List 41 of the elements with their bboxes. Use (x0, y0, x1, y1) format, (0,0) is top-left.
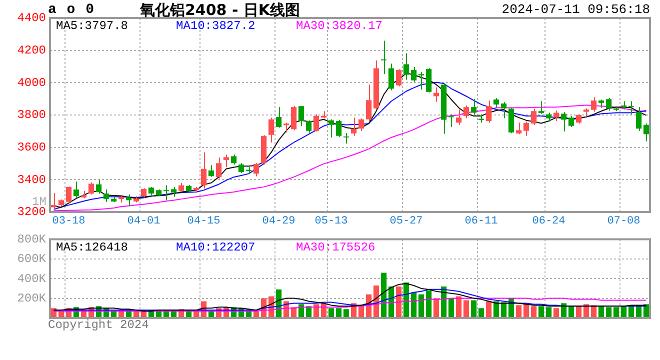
x-tick-label: 04-01 (127, 216, 161, 228)
x-tick-label: 06-11 (464, 216, 498, 228)
text: MA5:126418 (56, 240, 128, 254)
x-tick-label: 05-13 (314, 216, 348, 228)
x-tick-label: 03-18 (52, 216, 86, 228)
y-tick-label: 3200 (17, 205, 46, 220)
text: MA5:3797.8 (56, 19, 128, 34)
candlestick (418, 72, 424, 90)
text: MA30:175526 (296, 240, 376, 254)
bar (606, 307, 612, 318)
y-tick-label: 800K (17, 232, 47, 246)
y-tick-label: 4400 (17, 11, 46, 26)
bar (426, 290, 432, 318)
y-tick-label: 3600 (17, 140, 46, 155)
bar (538, 306, 544, 318)
x-tick-label: 04-15 (187, 216, 220, 228)
x-tick-label: 04-29 (262, 216, 296, 228)
text: MA10:3827.2 (176, 19, 256, 34)
y-tick-label: 600K (17, 252, 47, 266)
x-tick-label: 05-27 (390, 216, 423, 228)
candlestick (478, 114, 484, 124)
x-tick-label: 06-24 (532, 216, 566, 228)
bar (516, 305, 522, 318)
x-tick-label: 07-08 (607, 216, 640, 228)
y-tick-label: 200K (17, 291, 47, 306)
chart-subtitle: 2024-07-11 09:56:18 (502, 2, 650, 17)
bar (530, 306, 537, 318)
y-tick-label: 400K (17, 272, 47, 286)
text: a o 0 (48, 2, 96, 18)
chart-title: 氧化铝2408 - 日K线图 (140, 1, 300, 19)
y-tick-label: 4200 (17, 44, 46, 58)
bar (463, 300, 470, 318)
bar (613, 307, 620, 318)
y-tick-label: 3800 (17, 108, 46, 122)
bar (470, 300, 477, 318)
text: MA30:3820.17 (296, 19, 382, 34)
annotation: Copyright 2024 (48, 318, 149, 332)
y-tick-label: 3400 (17, 172, 46, 187)
bar (546, 307, 552, 318)
y-tick-label: 4000 (17, 76, 46, 90)
text: MA10:122207 (176, 240, 256, 254)
